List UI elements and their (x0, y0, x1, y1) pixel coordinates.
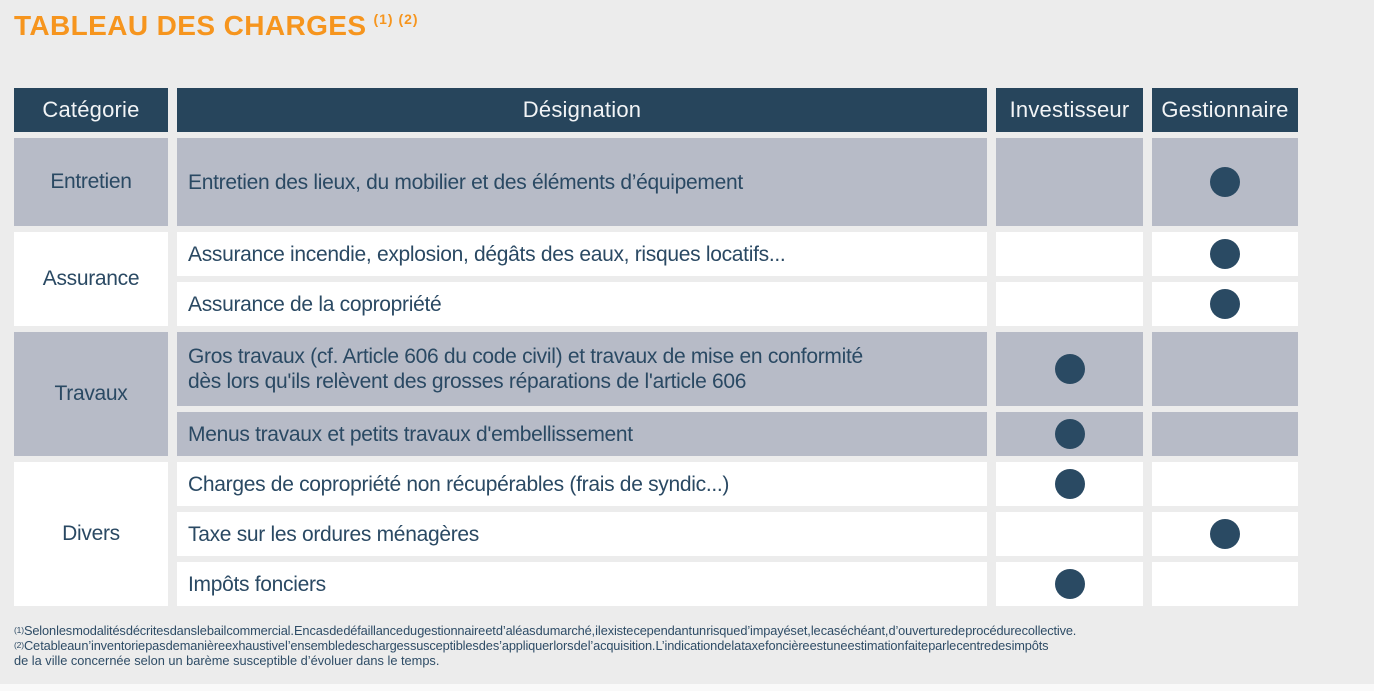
footnote-1: (1)Selon les modalités décrites dans le … (14, 623, 1366, 639)
gestionnaire-cell (1152, 512, 1298, 556)
charge-dot-icon (1054, 469, 1085, 499)
category-cell-travaux: Travaux (14, 332, 168, 456)
footnote-2-line-2: de la ville concernée selon un barème su… (14, 652, 440, 668)
investisseur-cell (996, 138, 1143, 226)
column-header-investisseur: Investisseur (996, 88, 1143, 132)
designation-cell: Charges de copropriété non récupérables … (177, 462, 987, 506)
category-cell-assurance: Assurance (14, 232, 168, 326)
investisseur-cell (996, 332, 1143, 406)
investisseur-cell (996, 562, 1143, 606)
charge-dot-icon (1054, 569, 1085, 599)
footnote-2-sup: (2) (14, 639, 24, 650)
designation-cell: Gros travaux (cf. Article 606 du code ci… (177, 332, 987, 406)
category-cell-entretien: Entretien (14, 138, 168, 226)
charges-table: Catégorie Désignation Investisseur Gesti… (14, 88, 1298, 606)
category-cell-divers: Divers (14, 462, 168, 606)
designation-cell: Taxe sur les ordures ménagères (177, 512, 987, 556)
charge-dot-icon (1054, 419, 1085, 449)
footnote-1-text: Selon les modalités décrites dans le bai… (23, 623, 1077, 638)
page-title-footnote-refs: (1) (2) (373, 11, 419, 27)
investisseur-cell (996, 282, 1143, 326)
designation-cell: Assurance de la copropriété (177, 282, 987, 326)
page-title-text: TABLEAU DES CHARGES (14, 10, 367, 41)
footnote-2-line-1: (2)Ce tableau n’inventorie pas de manièr… (14, 637, 1366, 654)
footnotes: (1)Selon les modalités décrites dans le … (14, 623, 1366, 668)
charge-dot-icon (1210, 289, 1240, 319)
investisseur-cell (996, 412, 1143, 456)
charge-dot-icon (1210, 239, 1240, 269)
investisseur-cell (996, 462, 1143, 506)
footnote-1-sup: (1) (14, 625, 24, 635)
page-title: TABLEAU DES CHARGES (1) (2) (14, 10, 419, 42)
column-header-categorie: Catégorie (14, 88, 168, 132)
designation-cell: Entretien des lieux, du mobilier et des … (177, 138, 987, 226)
charge-dot-icon (1054, 354, 1085, 384)
gestionnaire-cell (1152, 462, 1298, 506)
gestionnaire-cell (1152, 412, 1298, 456)
designation-cell: Menus travaux et petits travaux d'embell… (177, 412, 987, 456)
charge-dot-icon (1210, 167, 1240, 197)
gestionnaire-cell (1152, 562, 1298, 606)
gestionnaire-cell (1152, 138, 1298, 226)
column-header-gestionnaire: Gestionnaire (1152, 88, 1298, 132)
footnote-2-text-line-1: Ce tableau n’inventorie pas de manière e… (23, 637, 1049, 653)
designation-cell: Assurance incendie, explosion, dégâts de… (177, 232, 987, 276)
investisseur-cell (996, 512, 1143, 556)
designation-cell: Impôts fonciers (177, 562, 987, 606)
gestionnaire-cell (1152, 232, 1298, 276)
gestionnaire-cell (1152, 282, 1298, 326)
column-header-designation: Désignation (177, 88, 987, 132)
charge-dot-icon (1210, 519, 1240, 549)
investisseur-cell (996, 232, 1143, 276)
gestionnaire-cell (1152, 332, 1298, 406)
bottom-edge-strip (0, 684, 1374, 691)
